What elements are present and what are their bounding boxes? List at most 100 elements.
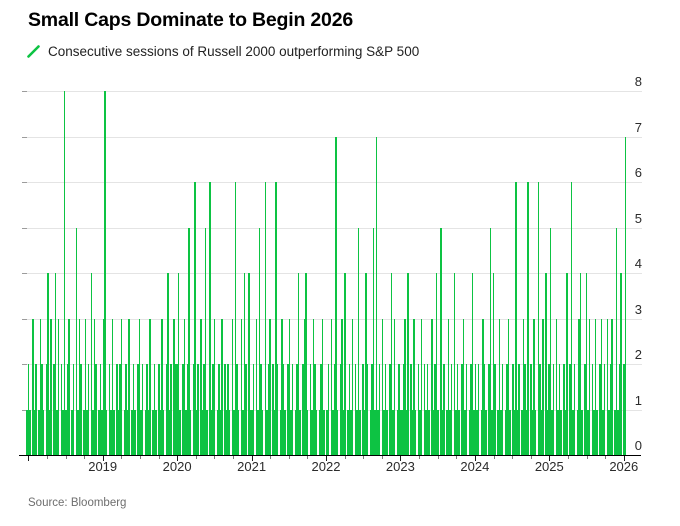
bar: [333, 364, 335, 455]
bar: [351, 318, 353, 455]
bar: [555, 318, 557, 455]
bar: [384, 364, 386, 455]
bar: [141, 364, 143, 455]
x-axis-major-tick: [177, 456, 179, 461]
bar: [402, 364, 404, 455]
bar: [572, 409, 574, 455]
bar: [117, 409, 119, 455]
source-note: Source: Bloomberg: [28, 497, 127, 509]
bar: [600, 318, 602, 455]
x-axis-label: 2019: [88, 459, 118, 474]
bar: [210, 409, 212, 455]
bar: [147, 409, 149, 455]
bar: [404, 318, 406, 455]
bar: [138, 318, 140, 455]
bar: [524, 364, 526, 455]
bar: [113, 409, 115, 455]
bar: [257, 409, 259, 455]
bars-layer: [26, 91, 626, 455]
bar: [552, 364, 554, 455]
x-axis-minor-tick: [84, 456, 86, 459]
bar: [206, 409, 208, 455]
bar: [227, 364, 229, 455]
bar: [369, 409, 371, 455]
bar: [462, 318, 464, 455]
gridline: [22, 91, 642, 92]
bar: [560, 409, 562, 455]
x-axis-label: 2022: [311, 459, 341, 474]
bar: [128, 318, 130, 455]
bar: [27, 364, 29, 455]
bar: [504, 409, 506, 455]
bar: [264, 182, 266, 455]
bar: [527, 182, 529, 455]
bar: [35, 364, 37, 455]
x-axis-minor-tick: [456, 456, 458, 459]
bar: [140, 409, 142, 455]
bar: [405, 409, 407, 455]
bar: [48, 409, 50, 455]
bar: [411, 409, 413, 455]
bar: [225, 409, 227, 455]
bar: [243, 273, 245, 455]
bar: [110, 409, 112, 455]
bar: [299, 409, 301, 455]
bar: [570, 182, 572, 455]
x-axis-major-tick: [251, 456, 253, 461]
bar: [72, 364, 74, 455]
bar: [249, 409, 251, 455]
bar: [455, 409, 457, 455]
bar: [200, 318, 202, 455]
x-axis-minor-tick: [65, 456, 67, 459]
bar: [237, 409, 239, 455]
x-axis-label: 2024: [460, 459, 490, 474]
bar: [192, 364, 194, 455]
bar: [557, 409, 559, 455]
bar: [92, 409, 94, 455]
bar: [596, 409, 598, 455]
bar: [378, 364, 380, 455]
gridline: [22, 182, 642, 183]
bar: [86, 409, 88, 455]
bar: [57, 318, 59, 455]
bar: [540, 409, 542, 455]
bar: [71, 409, 73, 455]
bar: [242, 409, 244, 455]
bar: [620, 273, 622, 455]
bar: [506, 364, 508, 455]
bar: [87, 364, 89, 455]
bar: [488, 364, 490, 455]
bar: [209, 182, 211, 455]
y-axis-label: 4: [634, 256, 642, 271]
bar: [195, 409, 197, 455]
bar: [464, 409, 466, 455]
bar: [66, 364, 68, 455]
bar: [98, 409, 100, 455]
bar: [413, 318, 415, 455]
bar: [203, 364, 205, 455]
bar: [149, 318, 151, 455]
bar: [65, 409, 67, 455]
bar: [161, 318, 163, 455]
bar: [335, 136, 337, 455]
bar: [432, 409, 434, 455]
bar: [224, 364, 226, 455]
bar: [261, 409, 263, 455]
bar: [425, 409, 427, 455]
bar: [78, 318, 80, 455]
bar: [356, 409, 358, 455]
bar: [162, 409, 164, 455]
legend-slash-icon: [27, 45, 40, 58]
x-axis-minor-tick: [344, 456, 346, 459]
bar: [260, 364, 262, 455]
bar: [41, 364, 43, 455]
bar: [401, 409, 403, 455]
bar: [108, 364, 110, 455]
bar: [447, 318, 449, 455]
bar: [615, 227, 617, 455]
bar: [602, 409, 604, 455]
bar: [47, 273, 49, 455]
x-axis-minor-tick: [493, 456, 495, 459]
bar: [549, 227, 551, 455]
bar: [399, 409, 401, 455]
